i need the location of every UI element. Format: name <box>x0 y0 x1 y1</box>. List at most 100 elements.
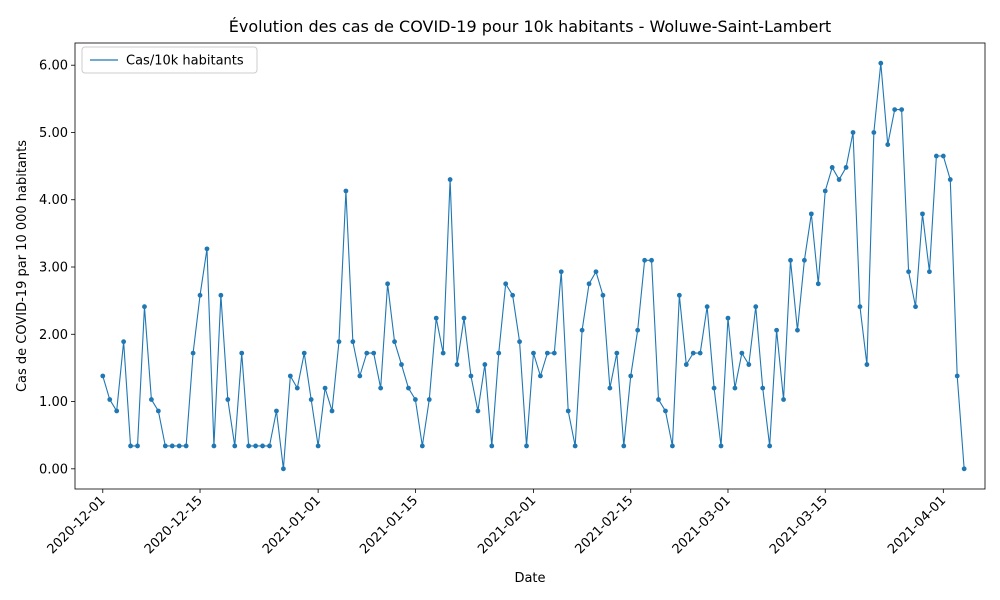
y-tick-label: 2.00 <box>39 328 68 343</box>
data-point <box>544 350 550 356</box>
data-point <box>927 269 932 275</box>
x-tick-label: 2021-04-01 <box>885 493 949 557</box>
data-point <box>225 397 231 402</box>
data-point <box>149 397 154 402</box>
legend-label: Cas/10k habitants <box>126 54 244 69</box>
data-point <box>308 397 314 402</box>
x-tick-label: 2020-12-15 <box>142 493 206 557</box>
data-point <box>760 385 766 391</box>
data-point <box>489 443 495 449</box>
x-tick-label: 2021-03-01 <box>670 493 734 557</box>
data-point <box>690 350 696 356</box>
data-point <box>676 292 682 298</box>
x-tick-label: 2021-03-15 <box>767 493 831 557</box>
data-point <box>871 130 877 135</box>
y-tick-label: 5.00 <box>39 126 68 141</box>
data-point <box>260 443 265 449</box>
data-point <box>287 373 293 379</box>
data-point <box>774 327 779 333</box>
data-point <box>447 177 453 182</box>
data-point <box>815 281 821 287</box>
data-point <box>906 269 911 275</box>
data-point <box>503 281 509 287</box>
data-point <box>218 292 224 298</box>
data-point <box>357 373 363 379</box>
data-point <box>551 350 557 356</box>
data-point <box>683 362 689 367</box>
x-tick-label: 2021-02-01 <box>475 493 539 557</box>
y-axis: 0.00 1.00 2.00 3.00 4.00 5.00 6.00 <box>39 59 75 477</box>
data-point <box>954 373 960 379</box>
data-point <box>461 315 467 321</box>
data-point <box>524 443 529 449</box>
data-point <box>558 269 564 275</box>
y-tick-label: 0.00 <box>39 462 68 477</box>
data-point <box>155 408 161 414</box>
y-tick-label: 4.00 <box>39 193 68 208</box>
data-point <box>204 246 210 252</box>
legend-box <box>81 46 258 74</box>
y-axis-label: Cas de COVID-19 par 10 000 habitants <box>15 140 30 392</box>
data-point <box>600 292 606 298</box>
data-point <box>496 350 502 356</box>
x-tick-label: 2021-02-15 <box>573 493 637 557</box>
data-point <box>419 443 425 449</box>
data-point <box>933 153 939 159</box>
data-point <box>642 257 648 263</box>
data-point <box>795 327 800 333</box>
data-point <box>801 257 807 263</box>
x-axis: 2020-12-01 2020-12-15 2021-01-01 2021-01-15… <box>45 489 949 557</box>
data-point <box>176 443 182 449</box>
data-point <box>281 466 286 472</box>
data-point <box>781 397 786 402</box>
data-point <box>274 408 279 414</box>
data-point <box>510 292 516 298</box>
data-point <box>531 350 536 356</box>
data-point <box>315 443 321 449</box>
data-point <box>704 304 710 310</box>
data-point <box>343 188 349 194</box>
data-point <box>788 257 793 263</box>
data-point <box>711 385 717 391</box>
data-point <box>267 443 272 449</box>
data-point <box>364 350 370 356</box>
data-point <box>440 350 446 356</box>
x-axis-label: Date <box>514 571 545 586</box>
data-point <box>628 373 634 379</box>
data-point <box>586 281 592 287</box>
x-tick-label: 2021-01-15 <box>357 493 421 557</box>
data-point <box>822 188 828 194</box>
data-point <box>454 362 460 367</box>
data-point <box>767 443 773 449</box>
data-point <box>475 408 481 414</box>
data-point <box>135 443 140 449</box>
data-point <box>739 350 745 356</box>
data-point <box>635 327 641 333</box>
data-point <box>565 408 571 414</box>
legend: Cas/10k habitants <box>81 46 258 74</box>
data-point <box>336 339 342 345</box>
x-tick-label: 2020-12-01 <box>45 493 109 557</box>
data-point <box>836 177 842 182</box>
data-point <box>857 304 863 310</box>
data-point <box>142 304 147 310</box>
plot-frame <box>74 42 986 490</box>
data-point <box>878 60 884 66</box>
series-line-0 <box>102 62 965 470</box>
data-point <box>829 165 835 170</box>
data-point <box>301 350 307 356</box>
data-point <box>961 466 967 472</box>
data-point <box>746 362 752 367</box>
data-point <box>940 153 946 159</box>
data-point <box>169 443 175 449</box>
data-point <box>885 142 891 147</box>
data-point <box>107 397 113 402</box>
plot-area <box>100 60 967 472</box>
data-point <box>864 362 870 367</box>
data-point <box>371 350 377 356</box>
data-point <box>294 385 300 391</box>
data-point <box>128 443 133 449</box>
data-point <box>538 373 543 379</box>
data-point <box>579 327 585 333</box>
data-point <box>843 165 849 170</box>
